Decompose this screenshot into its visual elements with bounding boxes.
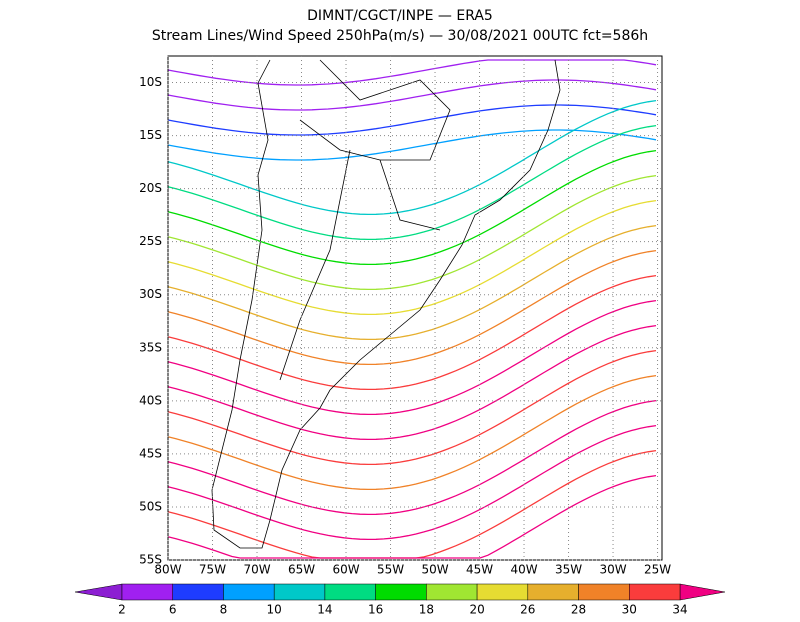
colorbar-box — [578, 583, 630, 601]
x-tick-label: 80W — [154, 563, 181, 577]
y-tick-label: 20S — [139, 181, 162, 195]
streamline — [167, 129, 657, 161]
subtitle: Stream Lines/Wind Speed 250hPa(m/s) — 30… — [152, 28, 648, 44]
streamline — [167, 424, 657, 541]
colorbar-box — [629, 583, 681, 601]
colorbar-box — [121, 583, 173, 601]
x-tick-label: 45W — [466, 563, 493, 577]
x-tick-label: 60W — [332, 563, 359, 577]
streamline — [167, 399, 657, 516]
colorbar-label: 18 — [419, 603, 434, 617]
streamline — [167, 174, 657, 291]
colorbar-label: 8 — [220, 603, 228, 617]
x-tick-label: 55W — [377, 563, 404, 577]
streamline — [167, 59, 657, 86]
colorbar-box — [476, 583, 529, 601]
streamline — [167, 349, 657, 466]
colorbar-label: 28 — [571, 603, 586, 617]
colorbar-box — [527, 583, 579, 601]
y-tick-label: 45S — [139, 446, 162, 460]
streamline — [167, 299, 657, 416]
y-tick-label: 15S — [139, 128, 162, 142]
streamline — [167, 149, 657, 266]
y-tick-label: 35S — [139, 340, 162, 354]
streamline — [167, 249, 657, 366]
x-tick-label: 25W — [644, 563, 671, 577]
plot-area — [167, 59, 657, 559]
x-tick-label: 40W — [510, 563, 537, 577]
colorbar-box — [375, 583, 427, 601]
colorbar-label: 26 — [520, 603, 535, 617]
colorbar-box — [172, 583, 224, 601]
colorbar-box — [324, 583, 376, 601]
streamline — [167, 79, 657, 111]
x-tick-label: 70W — [243, 563, 270, 577]
colorbar-label: 2 — [118, 603, 126, 617]
colorbar-box — [426, 583, 478, 601]
colorbar-low — [74, 583, 123, 601]
colorbar-label: 10 — [267, 603, 282, 617]
title: DIMNT/CGCT/INPE — ERA5 — [307, 8, 493, 24]
colorbar-label: 20 — [469, 603, 484, 617]
colorbar-label: 14 — [317, 603, 332, 617]
x-tick-label: 50W — [421, 563, 448, 577]
x-tick-label: 75W — [199, 563, 226, 577]
streamline — [167, 224, 657, 341]
streamline — [167, 274, 657, 391]
colorbar-label: 30 — [622, 603, 637, 617]
colorbar-label: 34 — [672, 603, 687, 617]
x-tick-label: 30W — [599, 563, 626, 577]
colorbar-box — [273, 583, 326, 601]
coastline — [211, 59, 561, 549]
streamline — [167, 99, 657, 216]
streamline — [167, 474, 657, 559]
x-tick-label: 65W — [288, 563, 315, 577]
colorbar-high — [679, 583, 726, 601]
y-tick-label: 30S — [139, 287, 162, 301]
streamline — [167, 374, 657, 491]
y-tick-label: 40S — [139, 393, 162, 407]
x-tick-label: 35W — [555, 563, 582, 577]
y-tick-label: 25S — [139, 234, 162, 248]
streamline — [167, 324, 657, 441]
streamline — [167, 104, 657, 136]
streamline — [167, 124, 657, 241]
y-tick-label: 50S — [139, 499, 162, 513]
colorbar-label: 16 — [368, 603, 383, 617]
colorbar-label: 6 — [169, 603, 177, 617]
streamline — [167, 199, 657, 316]
streamline — [167, 449, 657, 559]
y-tick-label: 10S — [139, 75, 162, 89]
y-tick-label: 55S — [139, 553, 162, 567]
colorbar-box — [223, 583, 275, 601]
